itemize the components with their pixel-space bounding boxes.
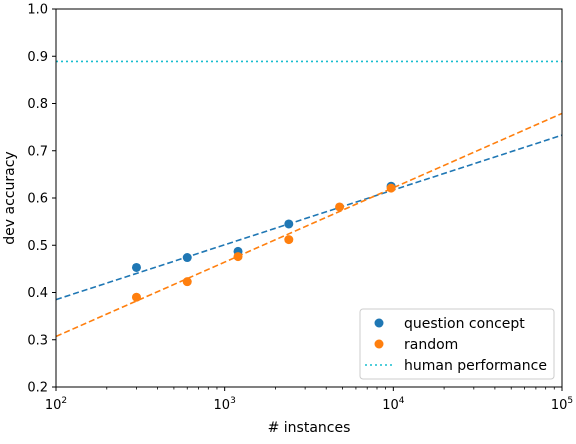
x-tick-label: 102 bbox=[45, 396, 67, 413]
data-point-question-concept bbox=[182, 253, 192, 263]
x-tick-label: 105 bbox=[551, 396, 573, 413]
y-axis: 0.2 0.3 0.4 0.5 0.6 0.7 0.8 0.9 1.0 bbox=[27, 3, 56, 396]
x-axis: 102 103 104 105 bbox=[45, 387, 573, 413]
y-tick-label: 0.8 bbox=[27, 97, 48, 112]
data-point-random bbox=[131, 292, 141, 302]
y-tick-label: 1.0 bbox=[27, 3, 48, 18]
y-tick-label: 0.3 bbox=[27, 333, 48, 348]
y-tick-label: 0.7 bbox=[27, 144, 48, 159]
y-tick-label: 0.5 bbox=[27, 239, 48, 254]
legend-marker-question-concept bbox=[374, 318, 384, 328]
data-point-random bbox=[182, 277, 192, 287]
y-tick-label: 0.6 bbox=[27, 192, 48, 207]
y-tick-label: 0.4 bbox=[27, 286, 48, 301]
legend-label-human-performance: human performance bbox=[404, 358, 547, 374]
legend-marker-random bbox=[374, 339, 384, 349]
legend-box bbox=[359, 308, 555, 380]
y-tick-label: 0.2 bbox=[27, 381, 48, 396]
legend-label-question-concept: question concept bbox=[404, 316, 525, 332]
data-point-question-concept bbox=[284, 219, 294, 229]
data-point-random bbox=[233, 252, 243, 262]
fit-line-random bbox=[55, 112, 563, 338]
x-tick-label: 104 bbox=[382, 396, 405, 413]
legend: question concept random human performance bbox=[359, 308, 555, 380]
x-axis-label: # instances bbox=[268, 420, 351, 436]
y-tick-label: 0.9 bbox=[27, 50, 48, 65]
data-point-question-concept bbox=[131, 262, 141, 272]
fit-line-question-concept bbox=[55, 134, 563, 301]
legend-label-random: random bbox=[404, 337, 458, 353]
y-axis-label: dev accuracy bbox=[2, 151, 18, 244]
x-tick-label: 103 bbox=[214, 396, 236, 413]
data-point-random bbox=[335, 202, 345, 212]
data-point-random bbox=[386, 183, 396, 193]
data-point-random bbox=[284, 235, 294, 245]
